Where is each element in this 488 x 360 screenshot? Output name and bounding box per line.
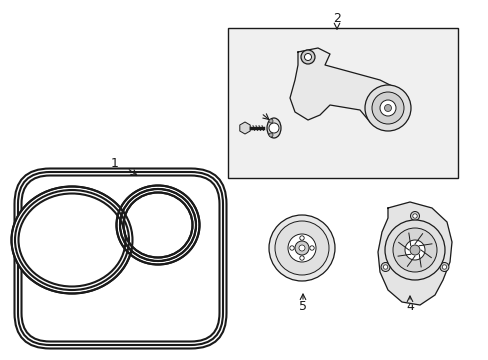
Polygon shape: [377, 202, 451, 305]
Circle shape: [299, 256, 304, 260]
Text: 5: 5: [298, 301, 306, 314]
Circle shape: [371, 92, 403, 124]
Circle shape: [289, 246, 294, 250]
Polygon shape: [289, 48, 404, 128]
Text: 1: 1: [111, 157, 119, 170]
Circle shape: [392, 228, 436, 272]
Circle shape: [268, 119, 272, 123]
Bar: [227, 28, 457, 178]
Circle shape: [364, 85, 410, 131]
Circle shape: [268, 133, 272, 137]
Circle shape: [439, 262, 448, 271]
Circle shape: [301, 50, 314, 64]
Circle shape: [380, 262, 389, 271]
Circle shape: [268, 123, 279, 133]
Ellipse shape: [266, 118, 281, 138]
Circle shape: [298, 245, 305, 251]
Circle shape: [412, 214, 416, 218]
Circle shape: [268, 215, 334, 281]
Circle shape: [441, 265, 446, 269]
Ellipse shape: [12, 186, 132, 293]
Circle shape: [409, 245, 419, 255]
FancyBboxPatch shape: [16, 170, 225, 347]
Text: 3: 3: [249, 100, 257, 113]
Circle shape: [309, 246, 314, 250]
Circle shape: [304, 54, 311, 60]
Ellipse shape: [19, 194, 125, 286]
Ellipse shape: [124, 193, 192, 257]
Circle shape: [384, 220, 444, 280]
Text: 2: 2: [332, 12, 340, 24]
Circle shape: [287, 234, 315, 262]
Circle shape: [409, 212, 419, 220]
Circle shape: [383, 265, 387, 269]
Circle shape: [404, 240, 424, 260]
Circle shape: [294, 241, 308, 255]
Text: 4: 4: [405, 301, 413, 314]
Circle shape: [379, 100, 395, 116]
Circle shape: [299, 236, 304, 240]
Circle shape: [274, 221, 328, 275]
Circle shape: [384, 104, 391, 112]
